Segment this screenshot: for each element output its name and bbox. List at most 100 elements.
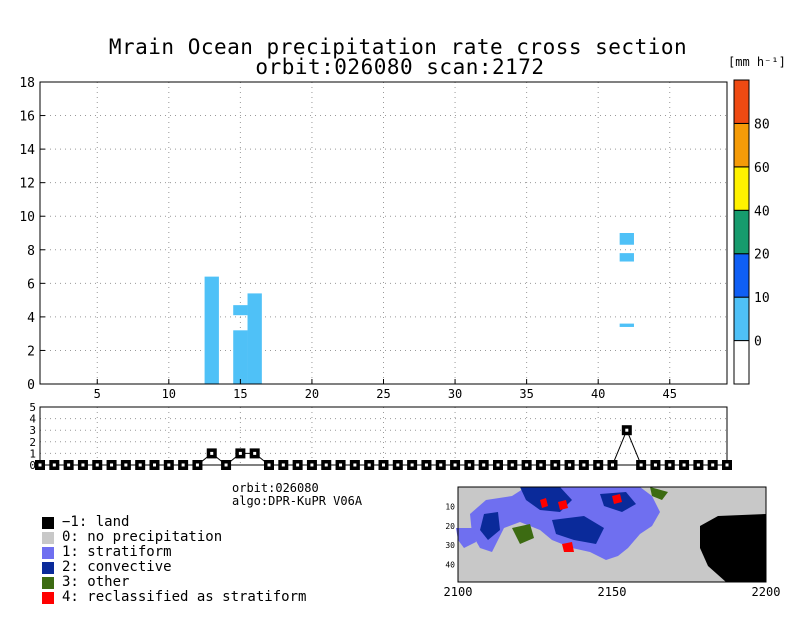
map-region <box>512 524 534 544</box>
colorbar-label: 0 <box>754 335 762 350</box>
colorbar-segment <box>733 79 750 124</box>
colorbar-label: 10 <box>754 291 770 306</box>
legend-label: 1: stratiform <box>62 544 172 560</box>
sub-y-tick-label: 4 <box>29 413 36 426</box>
legend-swatch <box>42 516 54 529</box>
precip-cell <box>619 253 634 262</box>
y-tick-label: 8 <box>27 244 35 259</box>
sub-marker-center <box>153 463 156 467</box>
sub-marker-center <box>324 463 328 467</box>
y-tick-label: 4 <box>27 311 35 326</box>
sub-marker-center <box>424 463 428 467</box>
y-tick-label: 18 <box>19 76 35 91</box>
sub-marker-center <box>653 463 657 467</box>
legend-label: 0: no precipitation <box>62 529 223 545</box>
y-tick-label: 12 <box>19 177 35 192</box>
precip-cell <box>619 233 634 245</box>
colorbar-segment <box>733 296 750 342</box>
colorbar-segment <box>733 209 750 255</box>
sub-marker-center <box>582 463 586 467</box>
sub-marker-center <box>210 451 214 455</box>
sub-marker-center <box>267 463 271 467</box>
sub-marker-center <box>611 463 614 467</box>
orbit-label: orbit:026080 <box>232 481 319 495</box>
sub-y-tick-label: 3 <box>29 424 36 437</box>
sub-marker-center <box>696 463 700 467</box>
sub-marker-center <box>339 463 343 467</box>
main-grid <box>40 82 727 384</box>
map-ticks: 2100 2150 2200 10 20 30 40 <box>444 502 781 599</box>
chart-title: Mrain Ocean precipitation rate cross sec… <box>108 35 688 59</box>
sub-y-tick-label: 5 <box>29 401 36 414</box>
y-tick-label: 0 <box>27 378 35 393</box>
x-tick-label: 45 <box>663 387 677 401</box>
precip-cell <box>233 330 248 384</box>
legend-swatch <box>42 591 54 604</box>
sub-y-tick-label: 2 <box>29 436 36 449</box>
sub-marker-center <box>238 451 242 455</box>
sub-marker-center <box>568 463 572 467</box>
map-region <box>650 487 668 500</box>
main-y-ticks: 0 2 4 6 8 10 12 14 16 18 <box>19 76 45 393</box>
legend-item-reclassified: 4: reclassified as stratiform <box>42 590 306 605</box>
colorbar-label: 40 <box>754 204 770 219</box>
map-x-tick-label: 2200 <box>752 585 781 599</box>
sub-marker-center <box>510 463 514 467</box>
map-region <box>612 494 622 504</box>
sub-marker-center <box>410 463 414 467</box>
legend-item-no-precipitation: 0: no precipitation <box>42 530 306 545</box>
sub-marker-center <box>181 463 185 467</box>
x-tick-label: 15 <box>233 387 247 401</box>
legend-item-convective: 2: convective <box>42 560 306 575</box>
sub-marker-center <box>496 463 500 467</box>
sub-marker-center <box>38 463 42 467</box>
legend-swatch <box>42 531 54 544</box>
legend-swatch <box>42 561 54 574</box>
sub-marker-center <box>253 451 257 455</box>
sub-marker-center <box>467 463 471 467</box>
sub-marker-center <box>95 463 99 467</box>
sub-marker-center <box>138 463 142 467</box>
sub-marker-center <box>67 463 71 467</box>
sub-marker-center <box>396 463 400 467</box>
sub-marker-center <box>682 463 686 467</box>
x-tick-label: 25 <box>376 387 390 401</box>
x-tick-label: 35 <box>519 387 533 401</box>
colorbar-label: 60 <box>754 161 770 176</box>
map-y-tick-label: 20 <box>445 522 455 531</box>
y-tick-label: 14 <box>19 143 35 158</box>
sub-marker-center <box>482 463 486 467</box>
precip-cell <box>247 293 262 384</box>
colorbar-label: 20 <box>754 248 770 263</box>
map-frame <box>457 486 767 583</box>
sub-marker-center <box>453 463 457 467</box>
sub-marker-center <box>725 463 729 467</box>
colorbar-unit: [mm h⁻¹] <box>728 55 786 69</box>
legend-swatch <box>42 576 54 589</box>
sub-marker-center <box>539 463 543 467</box>
sub-marker-center <box>367 463 371 467</box>
precip-cell <box>233 305 248 316</box>
sub-marker-center <box>639 463 643 467</box>
colorbar-segment <box>733 166 750 211</box>
colorbar: 0 10 20 40 60 80 <box>733 79 770 385</box>
precip-cell <box>204 276 219 384</box>
legend-item-other: 3: other <box>42 575 306 590</box>
sub-marker-center <box>81 463 85 467</box>
chart-subtitle: orbit:026080 scan:2172 <box>255 55 545 79</box>
legend: −1: land 0: no precipitation 1: stratifo… <box>42 515 306 605</box>
legend-label: 4: reclassified as stratiform <box>62 589 307 605</box>
sub-marker-center <box>124 463 128 467</box>
legend-swatch <box>42 546 54 559</box>
sub-y-tick-label: 0 <box>29 459 36 472</box>
colorbar-segment <box>733 122 750 168</box>
sub-y-tick-label: 1 <box>29 447 36 460</box>
y-tick-label: 16 <box>19 110 35 125</box>
sub-marker-center <box>310 463 314 467</box>
sub-series <box>35 425 732 470</box>
sub-marker-center <box>224 463 228 467</box>
y-tick-label: 6 <box>27 277 35 292</box>
map-y-tick-label: 30 <box>445 541 455 550</box>
